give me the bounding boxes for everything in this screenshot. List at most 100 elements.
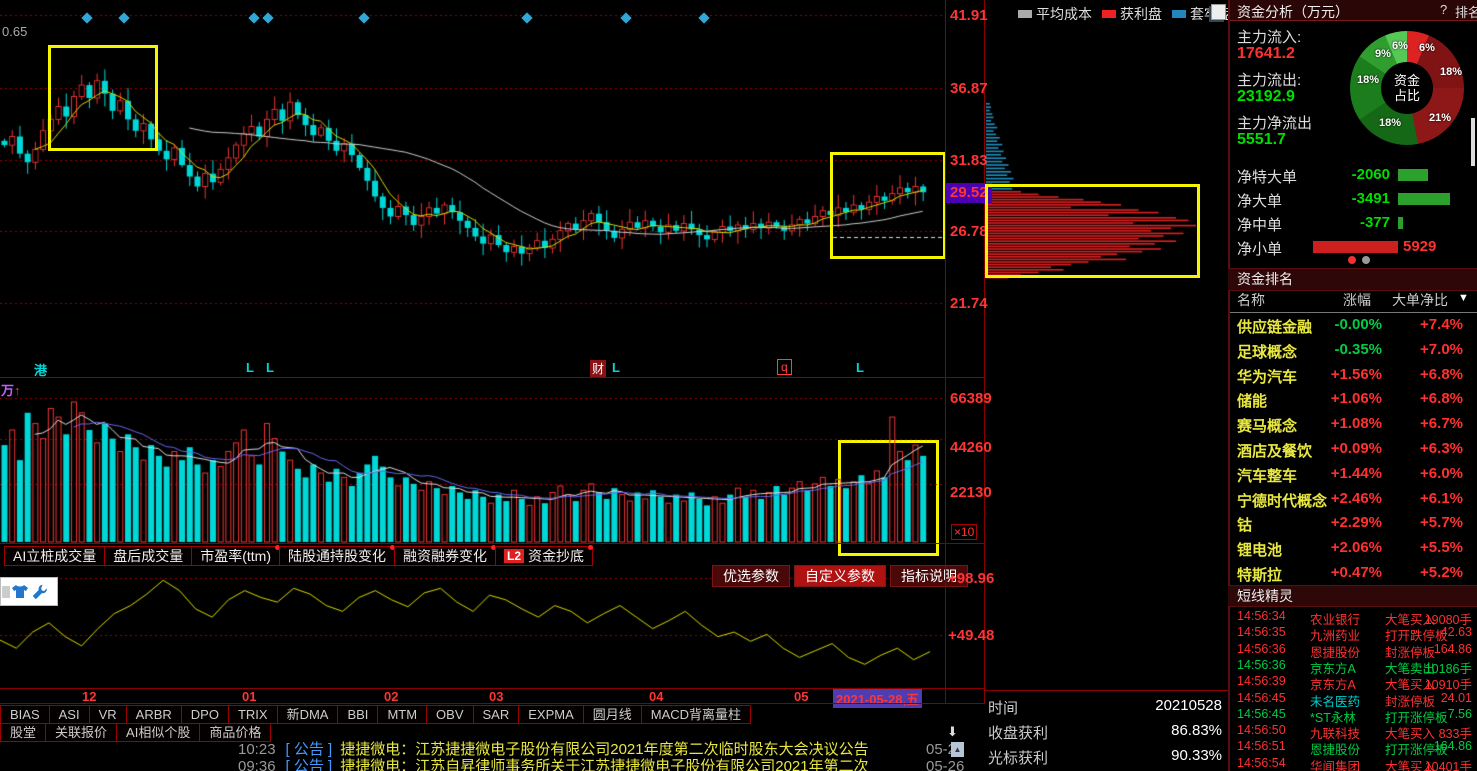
skin-tshirt-icon[interactable]: [10, 582, 30, 602]
donut-percent-label: 18%: [1357, 74, 1380, 86]
partial-icon: [2, 585, 10, 598]
chart-marker-letter[interactable]: 港: [34, 363, 48, 378]
indicator-tab[interactable]: MTM: [377, 705, 428, 724]
rank-name: 锂电池: [1237, 542, 1283, 560]
highlight-box-2: [830, 152, 946, 259]
chart-marker-badge[interactable]: 财: [590, 360, 607, 377]
bottom-tab[interactable]: 关联报价: [45, 723, 118, 742]
pager-dot[interactable]: [1362, 256, 1370, 264]
legend-label: 平均成本: [1036, 6, 1092, 22]
date-axis-label: 01: [242, 689, 257, 704]
stat-label: 光标获利: [988, 750, 1049, 767]
bottom-tab[interactable]: 股堂: [0, 723, 47, 742]
price-axis-label: 21.74: [950, 295, 988, 312]
param-button[interactable]: 自定义参数: [794, 565, 886, 587]
price-axis-current-badge: 29.52: [946, 183, 992, 203]
volume-tab[interactable]: AI立桩成交量: [4, 546, 106, 566]
indicator-tab[interactable]: EXPMA: [518, 705, 584, 724]
wizard-action: 大笔卖出: [1385, 661, 1436, 676]
rank-name: 足球概念: [1237, 343, 1298, 361]
col-ratio[interactable]: 大单净比: [1392, 292, 1448, 308]
indicator-tab[interactable]: BIAS: [0, 705, 50, 724]
pager-dot-active[interactable]: [1348, 256, 1356, 264]
net-bar-label: 净小单: [1237, 241, 1283, 258]
wizard-time: 14:56:39: [1237, 674, 1286, 689]
indicator-tab[interactable]: OBV: [426, 705, 474, 724]
price-axis-label: 26.78: [950, 223, 988, 240]
chip-distribution-chart[interactable]: [986, 95, 1228, 280]
wizard-value: 10186手: [1424, 661, 1472, 676]
rank-name: 华为汽车: [1237, 368, 1298, 386]
chart-marker-letter[interactable]: L: [246, 360, 254, 375]
news-tag: [ 公告 ]: [285, 758, 333, 771]
chip-stat-row: 收盘获利 86.83%: [988, 722, 1226, 742]
indicator-axis-label: +49.48: [948, 627, 995, 644]
col-name[interactable]: 名称: [1237, 292, 1265, 308]
indicator-tab[interactable]: VR: [88, 705, 127, 724]
panel-scrollbar-thumb[interactable]: [1471, 118, 1475, 166]
news-expand-icon[interactable]: ⬇: [947, 724, 958, 739]
rank-ratio: +5.7%: [1420, 514, 1463, 532]
volume-tab[interactable]: 融资融券变化: [394, 545, 496, 566]
flow-value: 17641.2: [1237, 45, 1295, 62]
rank-ratio: +6.1%: [1420, 489, 1463, 507]
flow-value: 5551.7: [1237, 131, 1286, 148]
param-button[interactable]: 优选参数: [712, 565, 790, 587]
news-time: 09:36: [238, 758, 276, 771]
chart-marker-letter[interactable]: L: [612, 360, 620, 375]
bottom-tab[interactable]: AI相似个股: [116, 723, 201, 742]
indicator-tab[interactable]: SAR: [472, 705, 520, 724]
indicator-tab[interactable]: TRIX: [227, 705, 278, 724]
news-title: 捷捷微电：江苏自昇律师事务所关于江苏捷捷微电子股份有限公司2021年第二次: [340, 758, 869, 771]
chart-marker-letter[interactable]: L: [266, 360, 274, 375]
volume-tab[interactable]: 陆股通持股变化: [279, 545, 395, 566]
price-axis-label: 31.83: [950, 152, 988, 169]
news-item[interactable]: 10:23 [ 公告 ] 捷捷微电：江苏捷捷微电子股份有限公司2021年度第二次临时…: [238, 742, 968, 758]
chart-marker-outline[interactable]: q: [777, 359, 792, 375]
notify-dot-icon: [588, 545, 594, 550]
indicator-tab[interactable]: ASI: [48, 705, 90, 724]
wizard-time: 14:56:45: [1237, 690, 1286, 705]
indicator-tab[interactable]: ARBR: [125, 705, 182, 724]
legend-swatch-icon: [1172, 10, 1186, 18]
stat-value: 86.83%: [1171, 722, 1222, 739]
rank-ratio: +6.8%: [1420, 390, 1463, 408]
indicator-tab[interactable]: BBI: [337, 705, 379, 724]
date-axis-label: 02: [384, 689, 399, 704]
help-icon[interactable]: ?: [1440, 2, 1448, 17]
net-bar: [1398, 169, 1428, 181]
wizard-stock: 农业银行: [1310, 613, 1361, 627]
rank-change: +1.56%: [1330, 365, 1382, 383]
rank-name: 钴: [1237, 517, 1253, 535]
net-bar-value: 5929: [1403, 238, 1437, 255]
date-axis-label: 03: [489, 689, 504, 704]
stat-label: 收盘获利: [988, 725, 1049, 742]
donut-percent-label: 18%: [1440, 66, 1463, 78]
bottom-tab[interactable]: 商品价格: [199, 723, 272, 742]
donut-percent-label: 9%: [1375, 48, 1391, 60]
chart-marker-letter[interactable]: L: [856, 360, 864, 375]
rank-change: +2.29%: [1330, 514, 1382, 532]
rank-ratio: +6.0%: [1420, 464, 1463, 482]
indicator-tab[interactable]: MACD背离量柱: [640, 705, 752, 724]
net-bar: [1398, 193, 1450, 205]
wizard-time: 14:56:36: [1237, 657, 1286, 672]
indicator-tab-bar: BIAS ASI VR ARBR DPO TRIX 新DMA BBI MTM OBV SAR EXPM…: [0, 705, 752, 724]
settings-wrench-icon[interactable]: [30, 583, 48, 601]
rank-link[interactable]: 排名: [1455, 5, 1477, 20]
indicator-tab[interactable]: 圆月线: [582, 705, 642, 724]
indicator-tab[interactable]: DPO: [180, 705, 229, 724]
col-change[interactable]: 涨幅: [1343, 292, 1371, 308]
param-button[interactable]: 指标说明: [890, 565, 968, 587]
news-scroll-up-arrow[interactable]: ▲: [951, 742, 964, 757]
wizard-stock: 京东方A: [1310, 678, 1356, 693]
indicator-tab[interactable]: 新DMA: [276, 705, 339, 724]
sort-arrow-icon[interactable]: ▼: [1458, 292, 1469, 304]
news-item[interactable]: 09:36 [ 公告 ] 捷捷微电：江苏自昇律师事务所关于江苏捷捷微电子股份有限公司…: [238, 759, 968, 771]
rank-ratio: +6.8%: [1420, 365, 1463, 383]
legend-settings-icon[interactable]: [1211, 4, 1226, 20]
rank-name: 特斯拉: [1237, 567, 1283, 584]
wizard-stock: 恩捷股份: [1310, 645, 1361, 660]
date-axis-label: 05: [794, 689, 809, 704]
volume-chart[interactable]: [0, 378, 945, 544]
